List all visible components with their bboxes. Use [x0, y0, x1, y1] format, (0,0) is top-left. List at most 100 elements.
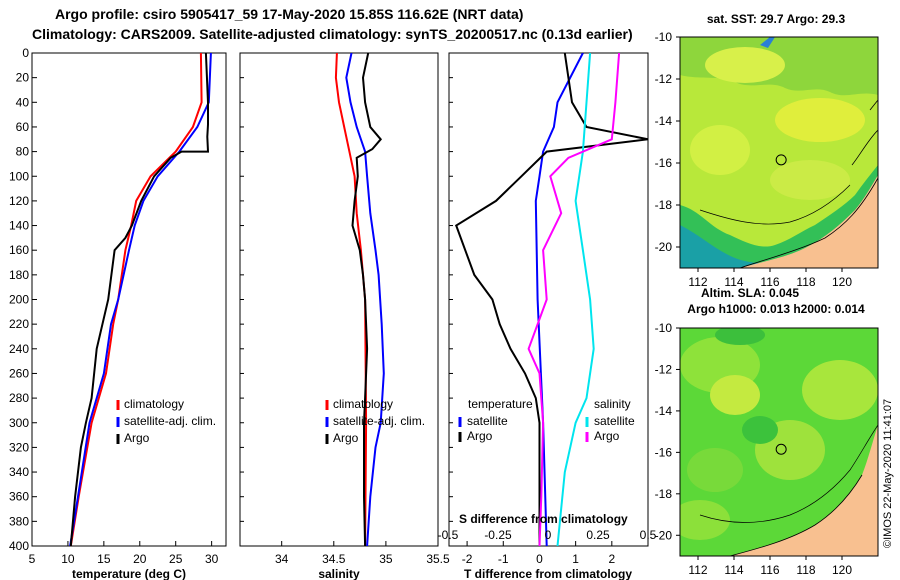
temperature-axes-frame [31, 52, 227, 547]
s-tick-label: 0.25 [586, 528, 610, 542]
legend-label: Argo [333, 431, 359, 445]
sla-map-frame [679, 327, 879, 557]
sst-map-panel: sat. SST: 29.7 Argo: 29.3 112 114 116 118 12… [655, 12, 879, 289]
depth-tick-label: 280 [9, 391, 29, 405]
series-line-salinity-argo [527, 53, 621, 546]
x-tick-label: 30 [205, 552, 219, 566]
depth-tick-label: 180 [9, 268, 29, 282]
depth-tick-label: 140 [9, 219, 29, 233]
map-y-tick-label: -16 [655, 156, 673, 170]
temperature-x-axis: 5 10 15 20 25 30 [29, 541, 219, 566]
series-line-argo [69, 53, 210, 546]
series-line-argo [351, 53, 383, 546]
map-x-tick-label: 116 [760, 563, 779, 577]
temperature-panel: 0 20 40 60 80 100 120 140 160 180 200 220 240 260 280 3… [9, 46, 227, 580]
series-line-salinity-satellite [556, 53, 595, 546]
salinity-axes-frame [239, 52, 439, 547]
map-x-tick-label: 114 [724, 563, 743, 577]
s-tick-label: -0.5 [438, 528, 459, 542]
legend-label: climatology [333, 397, 393, 411]
map-x-tick-label: 118 [796, 563, 815, 577]
series-line-climatology [69, 53, 203, 546]
sla-map-subtitle: Argo h1000: 0.013 h2000: 0.014 [687, 302, 865, 316]
x-tick-label: 25 [169, 552, 183, 566]
depth-tick-label: 200 [9, 293, 29, 307]
depth-tick-label: 60 [16, 120, 30, 134]
sst-argo-location-marker [775, 154, 787, 166]
t-difference-x-axis: -2 -1 0 1 2 [449, 52, 615, 566]
map-y-tick-label: -12 [655, 362, 673, 376]
legend-title-salinity: salinity [594, 397, 631, 411]
depth-tick-label: 240 [9, 342, 29, 356]
s-tick-label: 0 [545, 528, 552, 542]
x-tick-label: 20 [133, 552, 147, 566]
sla-argo-location-marker [775, 443, 787, 455]
timestamp: ©IMOS 22-May-2020 11:41:07 [882, 398, 894, 548]
x-tick-label: 10 [61, 552, 75, 566]
x-tick-label: 34.5 [322, 552, 346, 566]
map-x-tick-label: 120 [832, 563, 852, 577]
difference-axes-frame [448, 52, 649, 547]
legend-label: satellite-adj. clim. [124, 414, 216, 428]
difference-panel: -2 -1 0 1 2 temperature salinitysatelliteArgo… [438, 52, 657, 580]
map-y-tick-label: -14 [655, 114, 673, 128]
x-tick-label: 0 [536, 552, 543, 566]
legend-label: climatology [124, 397, 184, 411]
sst-map-image [680, 37, 878, 268]
depth-tick-label: 0 [22, 46, 29, 60]
difference-legend: temperature salinitysatelliteArgosatellit… [458, 397, 635, 443]
map-y-tick-label: -20 [655, 528, 673, 542]
x-tick-label: 35 [379, 552, 393, 566]
depth-tick-label: 400 [9, 539, 29, 553]
depth-axis: 0 20 40 60 80 100 120 140 160 180 200 220 240 260 280 3… [9, 46, 37, 553]
map-y-tick-label: -18 [655, 487, 673, 501]
salinity-legend: climatology satellite-adj. clim. Argo [325, 397, 425, 445]
depth-tick-label: 260 [9, 366, 29, 380]
depth-tick-label: 340 [9, 465, 29, 479]
sla-map-title: Altim. SLA: 0.045 [701, 286, 799, 300]
salinity-panel: 34 34.5 35 35.5 climatology satellite-adj. c… [239, 52, 450, 580]
t-difference-x-label: T difference from climatology [464, 567, 632, 580]
map-x-tick-label: 116 [760, 275, 779, 289]
temperature-legend: climatology satellite-adj. clim. Argo [116, 397, 216, 445]
depth-tick-label: 100 [9, 169, 29, 183]
s-difference-axis-label: S difference from climatology [459, 512, 628, 526]
figure-title-line-2: Climatology: CARS2009. Satellite-adjuste… [32, 26, 633, 42]
map-y-tick-label: -16 [655, 445, 673, 459]
s-difference-ticks: -0.5 -0.25 0 0.25 0.5 [438, 528, 657, 542]
sst-map-axes: 112 114 116 118 120 -10 -12 -14 -16 -18 -20 [655, 30, 853, 289]
sla-map-image [680, 328, 878, 556]
temperature-x-label: temperature (deg C) [72, 567, 186, 580]
depth-tick-label: 120 [9, 194, 29, 208]
depth-tick-label: 220 [9, 317, 29, 331]
series-line-climatology [334, 53, 368, 546]
x-tick-label: -1 [498, 552, 509, 566]
x-tick-label: 15 [97, 552, 111, 566]
depth-tick-label: 40 [16, 95, 30, 109]
legend-title-temperature: temperature [468, 397, 533, 411]
series-line-temperature-satellite [534, 53, 584, 546]
figure-title-line-1: Argo profile: csiro 5905417_59 17-May-20… [55, 6, 524, 22]
map-x-tick-label: 120 [832, 275, 852, 289]
map-x-tick-label: 112 [688, 563, 707, 577]
series-line-satellite-adj-clim- [69, 53, 212, 546]
sla-map-panel: Altim. SLA: 0.045 Argo h1000: 0.013 h200… [655, 286, 879, 577]
s-tick-label: -0.25 [484, 528, 512, 542]
depth-tick-label: 80 [16, 145, 30, 159]
series-line-satellite-adj-clim- [345, 53, 385, 546]
salinity-x-axis: 34 34.5 35 35.5 [240, 52, 450, 566]
map-x-tick-label: 112 [688, 275, 707, 289]
x-tick-label: 2 [608, 552, 615, 566]
sla-map-axes: 112 114 116 118 120 -10 -12 -14 -16 -18 -20 [655, 321, 853, 577]
legend-label: Argo [124, 431, 150, 445]
depth-tick-label: 320 [9, 440, 29, 454]
x-tick-label: 35.5 [426, 552, 450, 566]
salinity-x-label: salinity [318, 567, 360, 580]
map-y-tick-label: -10 [655, 30, 673, 44]
map-y-tick-label: -14 [655, 404, 673, 418]
difference-lines [454, 53, 648, 546]
series-line-temperature-argo [454, 53, 648, 546]
legend-label: satellite [467, 414, 508, 428]
legend-label: satellite-adj. clim. [333, 414, 425, 428]
